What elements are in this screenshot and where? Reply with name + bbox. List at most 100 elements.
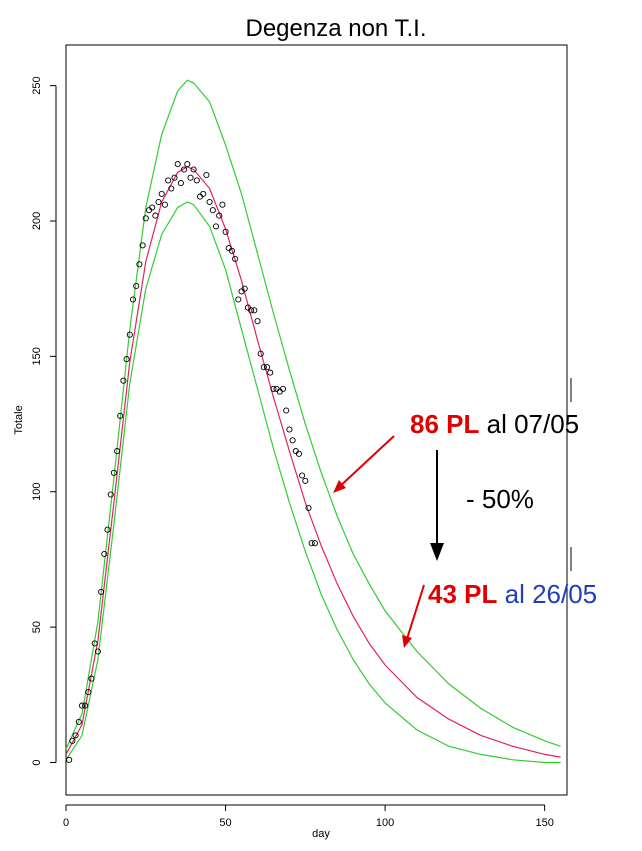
red-arrow-lower: [405, 584, 425, 643]
data-point: [78, 702, 86, 709]
upper-pl-label: 86 PL: [410, 409, 479, 439]
data-point: [279, 385, 287, 392]
data-point: [129, 296, 137, 303]
data-point: [133, 282, 140, 290]
data-point: [260, 364, 267, 371]
data-point: [248, 307, 255, 314]
data-point: [69, 737, 76, 744]
red-arrow-upper: [336, 435, 395, 490]
data-point: [114, 448, 121, 455]
data-point: [82, 702, 89, 709]
data-point: [283, 407, 290, 414]
upper-band-line: [65, 79, 561, 750]
data-point: [107, 491, 114, 498]
fit-line: [65, 166, 561, 758]
data-point: [232, 255, 239, 262]
data-point: [209, 207, 216, 214]
data-point: [206, 198, 213, 206]
data-point: [174, 161, 181, 168]
data-point: [72, 732, 79, 739]
x-axis-label: day: [312, 828, 330, 840]
y-tick-label: 150: [31, 347, 43, 365]
data-point: [85, 689, 92, 696]
data-point: [181, 166, 188, 173]
plot-area: [65, 44, 568, 796]
data-point: [94, 648, 101, 655]
data-point: [289, 437, 296, 444]
data-point: [241, 285, 248, 292]
data-point: [139, 242, 146, 249]
data-point: [168, 185, 175, 192]
observed-points: [66, 161, 318, 763]
data-point: [219, 201, 226, 208]
data-point: [184, 161, 191, 168]
data-point: [295, 450, 302, 457]
data-point: [98, 588, 105, 595]
data-point: [235, 296, 242, 303]
data-point: [126, 331, 133, 338]
data-point: [101, 550, 108, 558]
data-point: [305, 504, 312, 512]
annotation-change: - 50%: [466, 484, 534, 514]
y-tick-label: 250: [31, 76, 43, 94]
data-point: [161, 201, 168, 208]
upper-date-label: al 07/05: [487, 409, 580, 439]
red-arrow-upper-head: [333, 480, 346, 493]
data-point: [263, 364, 271, 371]
data-point: [117, 412, 124, 419]
data-point: [152, 212, 159, 219]
data-point: [203, 171, 210, 179]
data-point: [149, 204, 156, 211]
data-point: [228, 247, 235, 254]
y-axis: 0 50 100 150 200 250: [31, 76, 57, 766]
data-point: [75, 718, 82, 725]
data-point: [311, 540, 318, 547]
data-point: [267, 369, 274, 376]
data-point: [251, 307, 258, 314]
data-point: [91, 640, 98, 647]
data-point: [254, 318, 261, 325]
x-tick-label: 50: [219, 817, 231, 829]
y-tick-label: 100: [31, 483, 43, 501]
data-point: [158, 190, 165, 197]
annotation-upper: 86 PL al 07/05: [410, 409, 579, 439]
data-point: [165, 177, 172, 184]
y-axis-label: Totale: [13, 405, 25, 434]
data-point: [257, 350, 264, 357]
data-point: [110, 469, 117, 476]
data-point: [142, 215, 149, 222]
data-point: [123, 356, 130, 363]
data-point: [155, 198, 162, 206]
data-point: [212, 223, 220, 230]
data-point: [308, 540, 315, 547]
data-point: [190, 166, 197, 173]
lower-band-line: [65, 201, 561, 764]
data-point: [302, 477, 309, 484]
x-tick-label: 100: [376, 817, 394, 829]
black-arrow-head: [430, 543, 444, 561]
y-tick-label: 0: [31, 759, 43, 765]
y-tick-label: 200: [31, 212, 43, 230]
data-point: [187, 174, 194, 181]
data-point: [216, 212, 223, 219]
data-point: [171, 174, 178, 181]
data-point: [299, 472, 306, 479]
lower-date-label: al 26/05: [505, 579, 598, 609]
x-axis: 0 50 100 150: [63, 804, 554, 829]
lower-pl-label: 43 PL: [428, 579, 497, 609]
fit-and-band-lines: [65, 79, 561, 764]
data-point: [104, 526, 111, 533]
y-tick-label: 50: [31, 621, 43, 633]
data-point: [270, 385, 277, 392]
data-point: [200, 190, 207, 197]
data-point: [193, 177, 200, 184]
data-point: [120, 377, 127, 384]
data-point: [222, 228, 229, 235]
data-point: [177, 180, 184, 187]
chart-title: Degenza non T.I.: [245, 15, 426, 42]
red-arrow-lower-head: [402, 635, 412, 648]
data-point: [66, 756, 73, 763]
data-point: [286, 426, 293, 433]
data-point: [88, 675, 95, 682]
